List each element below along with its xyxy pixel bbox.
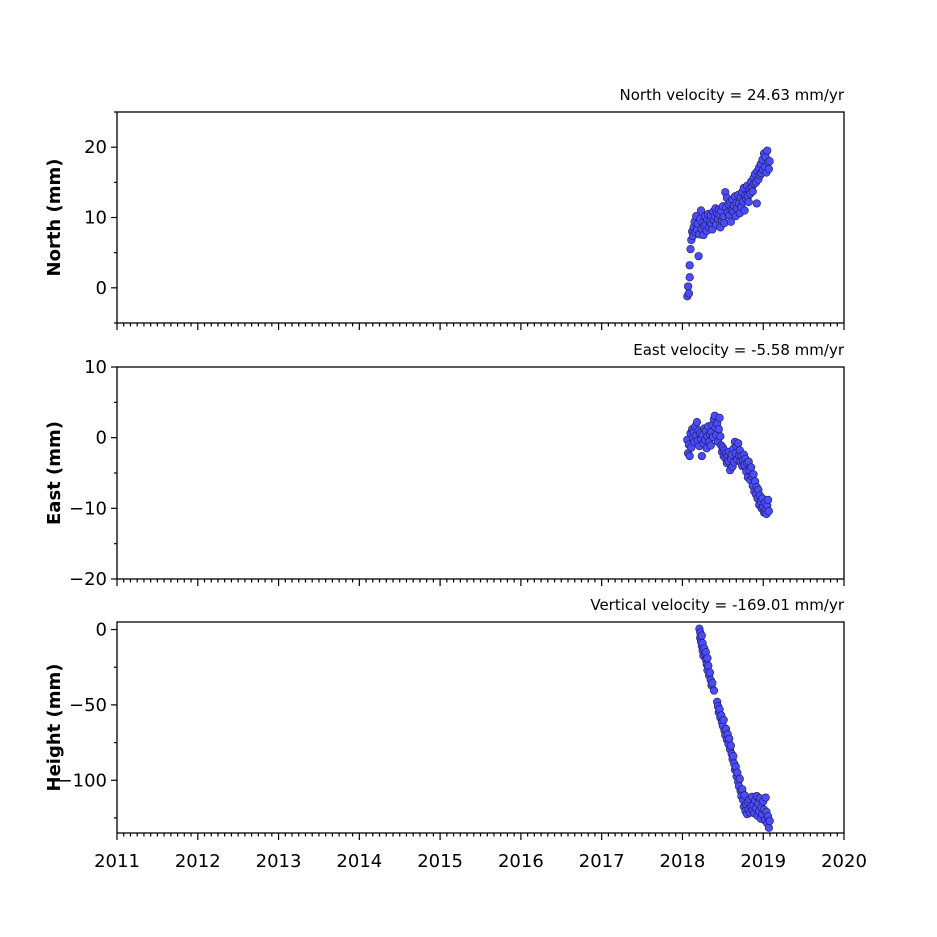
x-tick-label: 2011 [94,851,140,872]
x-tick-label: 2016 [498,851,544,872]
data-point [709,686,719,695]
data-point [692,418,702,427]
x-tick-label: 2013 [256,851,302,872]
data-point [705,668,715,677]
data-point [719,715,728,725]
data-point [703,654,712,663]
data-point [706,441,715,450]
data-point [716,432,725,441]
data-point [740,206,749,215]
data-points-east [683,411,773,519]
data-point [744,197,753,207]
data-point [734,439,743,448]
y-tick-label: 0 [96,428,107,449]
data-points-north [683,146,774,301]
data-point [752,199,761,208]
y-tick-label: 0 [96,620,107,641]
data-point [686,245,695,254]
data-point [761,793,770,802]
x-tick-label: 2019 [740,851,786,872]
data-point [764,507,773,516]
y-axis-label-north: North (mm) [44,159,65,277]
x-tick-label: 2020 [821,851,867,872]
data-point [735,774,744,783]
panel-title-east: East velocity = -5.58 mm/yr [633,341,845,359]
data-point [684,289,694,298]
y-tick-label: 20 [84,137,107,158]
panel-title-height: Vertical velocity = -169.01 mm/yr [590,596,844,614]
y-tick-label: 10 [84,208,107,229]
data-point [708,678,717,688]
x-tick-label: 2015 [417,851,463,872]
data-point [725,734,734,743]
data-point [697,451,706,461]
data-point [749,470,758,479]
y-tick-label: −10 [69,498,107,519]
y-tick-label: −100 [58,770,107,791]
data-point [729,752,738,761]
x-tick-label: 2018 [660,851,706,872]
x-tick-label: 2012 [175,851,221,872]
panel-title-north: North velocity = 24.63 mm/yr [620,86,845,104]
plot-frame-east [116,366,845,580]
data-point [763,146,772,155]
y-tick-label: 0 [96,278,107,299]
data-point [764,823,773,832]
x-tick-label: 2014 [336,851,382,872]
data-point [747,463,756,472]
data-point [726,217,736,226]
data-point [715,413,724,422]
data-point [726,741,736,750]
y-tick-label: −50 [69,695,107,716]
y-tick-label: 10 [84,357,107,378]
y-tick-label: −20 [69,569,107,590]
data-point [685,261,694,270]
data-point [764,164,773,174]
data-point [763,495,773,504]
data-point [694,252,703,261]
data-point [748,187,757,196]
plot-frame-height [116,621,845,834]
panel-height: Vertical velocity = -169.01 mm/yr Height … [44,596,867,872]
data-point [685,451,694,461]
data-point [697,631,706,640]
data-point [714,425,723,434]
data-point [704,661,713,670]
y-axis-label-east: East (mm) [44,421,65,525]
data-point [765,816,774,826]
data-point [696,206,706,215]
x-tick-label: 2017 [579,851,625,872]
data-point [685,273,694,282]
data-points-height [695,624,774,832]
panel-north: North velocity = 24.63 mm/yr North (mm) 0 1… [44,86,845,330]
y-axis-label-height: Height (mm) [44,664,65,792]
data-point [683,282,693,291]
panel-east: East velocity = -5.58 mm/yr East (mm) −20 −… [44,341,845,590]
data-point [765,157,774,166]
